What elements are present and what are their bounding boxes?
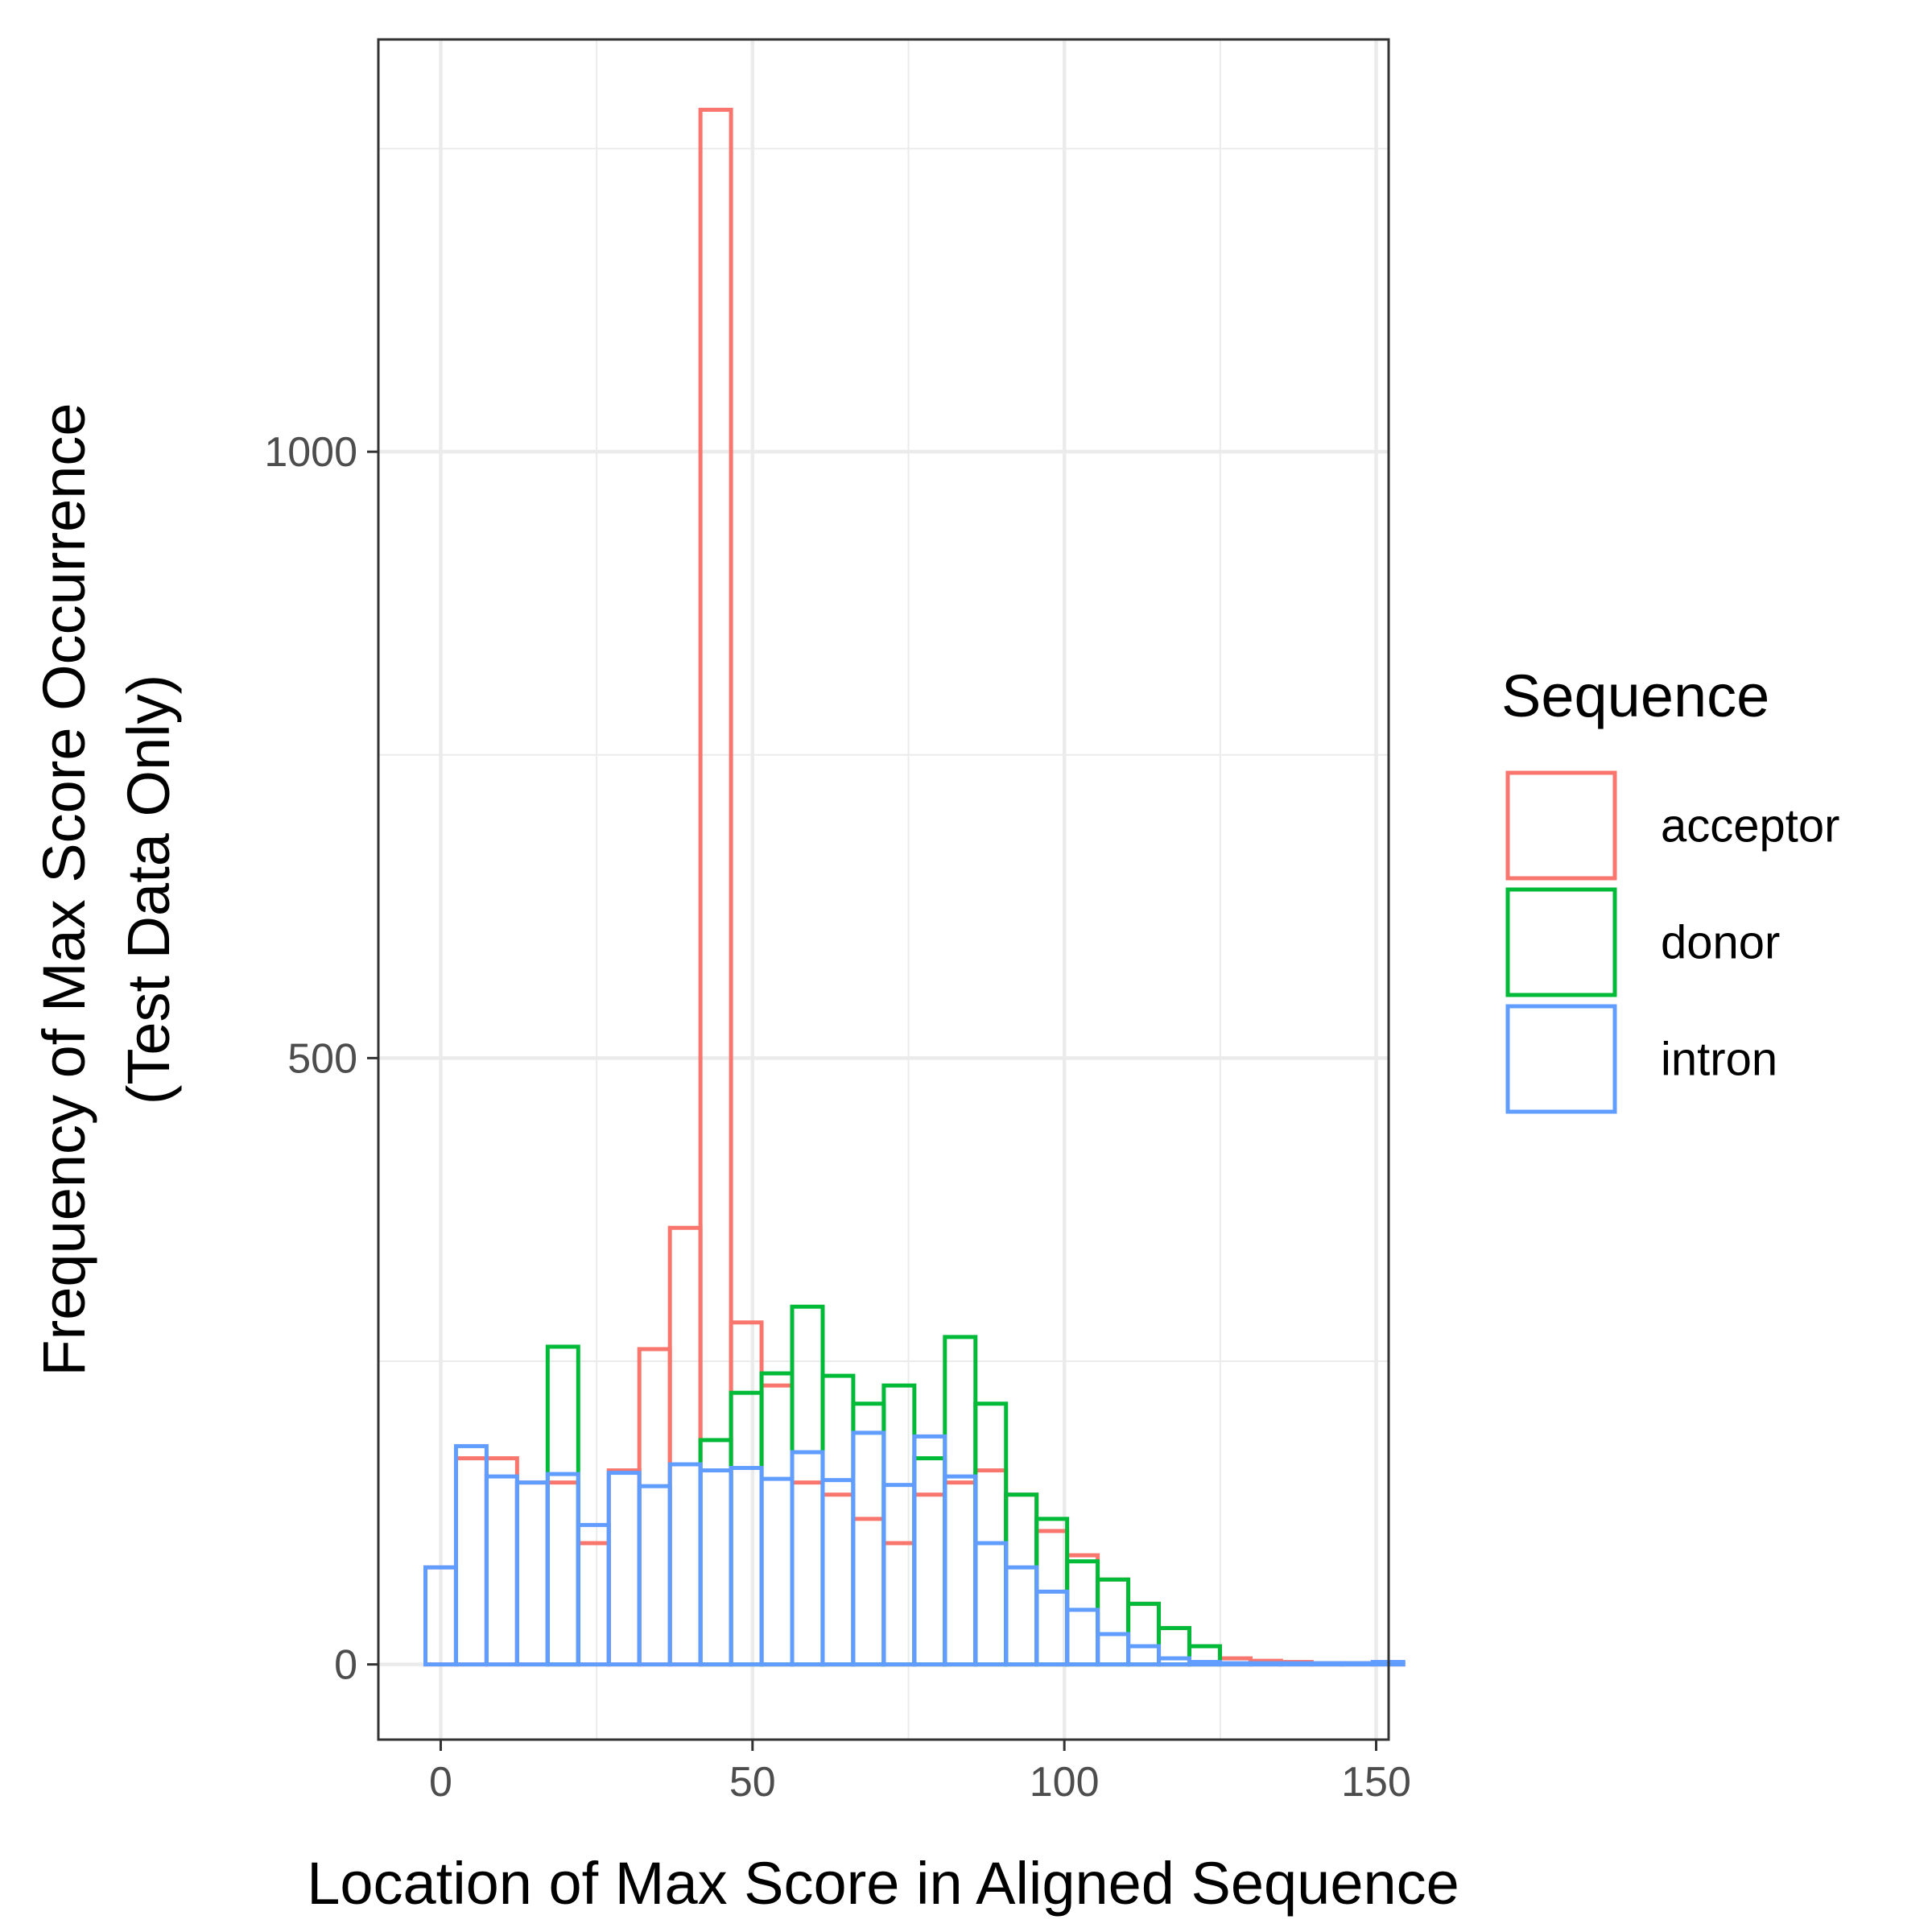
legend-title: Sequence	[1501, 663, 1769, 729]
bar-intron	[1340, 1661, 1375, 1667]
legend-label-donor: donor	[1661, 917, 1780, 969]
x-tick-label: 150	[1341, 1759, 1411, 1806]
bar-intron	[1126, 1644, 1162, 1667]
axes: 0 50 100 150 0 500 1000	[264, 429, 1411, 1806]
panel-border	[377, 38, 1390, 1741]
legend-key-donor	[1505, 887, 1617, 997]
x-tick-label: 100	[1030, 1759, 1100, 1806]
y-tick-label: 1000	[264, 429, 357, 476]
y-axis-title-line-1: Frequency of Max Score Occurrence	[31, 402, 97, 1376]
bar-intron	[1278, 1661, 1314, 1667]
series-intron	[423, 1430, 1406, 1667]
legend: Sequence acceptor donor intron	[1501, 663, 1839, 1114]
y-axis-title-line-2: (Test Data Only)	[115, 675, 182, 1105]
legend-key-intron	[1505, 1004, 1617, 1114]
bar-intron	[1309, 1661, 1344, 1667]
y-axis-title: Frequency of Max Score Occurrence (Test …	[31, 402, 182, 1376]
histogram-bars	[423, 107, 1406, 1667]
bar-intron	[1248, 1661, 1283, 1667]
x-tick-label: 0	[429, 1759, 452, 1806]
x-tick-label: 50	[729, 1759, 776, 1806]
legend-label-acceptor: acceptor	[1661, 800, 1839, 852]
legend-key-acceptor	[1505, 770, 1617, 881]
legend-label-intron: intron	[1661, 1034, 1777, 1086]
y-tick-label: 0	[334, 1642, 357, 1689]
bar-intron	[1187, 1660, 1222, 1667]
bar-intron	[1217, 1661, 1253, 1667]
y-tick-label: 500	[287, 1035, 357, 1082]
x-axis-title: Location of Max Score in Aligned Sequenc…	[307, 1850, 1459, 1917]
